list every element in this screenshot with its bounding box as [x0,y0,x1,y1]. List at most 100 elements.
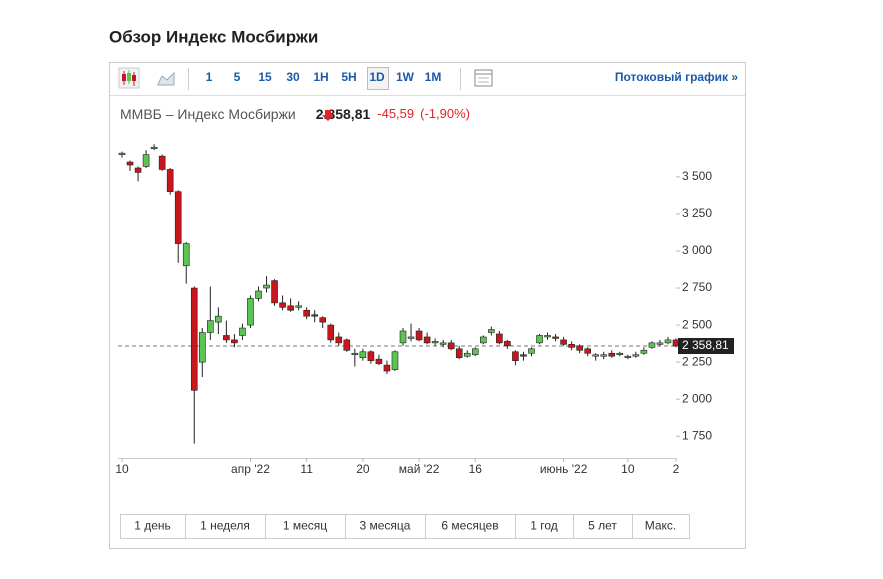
candle-body [632,354,640,357]
y-tick-label: 1 750 [682,428,712,442]
x-tick-label: май '22 [399,462,440,476]
page-title: Обзор Индекс Мосбиржи [109,27,318,46]
x-tick-label: 10 [621,462,635,476]
candle-body [343,339,351,351]
candle-body [351,352,359,356]
candle-body [488,329,495,333]
interval-button[interactable]: 30 [286,70,300,84]
y-tick-label: 3 000 [682,243,712,257]
interval-button[interactable]: 1D [369,70,385,84]
range-button-label[interactable]: 6 месяцев [441,519,498,533]
last-price-label: 2 358,81 [682,338,729,352]
range-button-label[interactable]: 1 год [530,519,558,533]
candle-body [664,339,672,344]
range-button-label[interactable]: 1 день [134,519,171,533]
quote-line: ММВБ – Индекс Мосбиржи 2.358,81 -45,59 (-1,… [120,106,470,122]
range-button-label[interactable]: 1 месяц [283,519,327,533]
widget-frame [109,62,746,549]
candle-body [536,335,543,344]
candle-body [158,155,166,170]
candle-body [648,342,656,348]
candle-body [174,191,182,244]
candle-body [182,243,190,267]
candle-body [423,336,431,344]
range-button-label[interactable]: 1 неделя [200,519,250,533]
candle-body [198,332,206,363]
candle-body [552,336,559,339]
candle-body [311,314,318,317]
candle-body [239,327,246,336]
y-tick-label: 3 500 [682,169,712,183]
candle-body [263,284,270,289]
interval-button[interactable]: 1 [206,70,213,84]
candle-body [391,351,399,370]
candle-body [455,348,463,358]
candle-body [335,336,343,344]
candle-body [640,349,648,354]
candle-body [150,146,158,150]
range-button-label[interactable]: Макс. [645,519,677,533]
area-icon[interactable] [157,71,175,86]
candle-body [367,351,375,361]
interval-button[interactable]: 1H [313,70,328,84]
candle-body [624,355,632,358]
candle-body [568,344,575,348]
candle-body [415,330,423,341]
candle-body [247,298,254,326]
candle-body [207,320,214,333]
candle-body [439,342,447,345]
candle-body [463,352,471,357]
candle-body [616,352,624,356]
y-tick-label: 3 250 [682,206,712,220]
candle-body [223,335,230,341]
candle-body [295,305,302,308]
candle-body [528,348,535,354]
range-button[interactable] [573,514,633,539]
down-arrow [322,110,334,121]
candle-body [303,309,310,317]
candle-body [190,287,198,391]
x-tick-label: 10 [115,462,129,476]
y-tick-label: 2 500 [682,317,712,331]
y-tick-label: 2 250 [682,354,712,368]
range-button-label[interactable]: 5 лет [588,519,617,533]
interval-button[interactable]: 5H [341,70,356,84]
candle-body [600,354,608,357]
candle-body [255,290,262,299]
candle-body [287,305,294,311]
quote-change-pct: (-1,90%) [420,106,470,121]
candle-body [231,339,238,344]
candle-body [134,167,142,173]
range-button[interactable] [425,514,516,539]
interval-button[interactable]: 15 [258,70,272,84]
candle-body [142,154,150,167]
x-tick-label: 16 [469,462,483,476]
candle-icon[interactable] [118,67,140,89]
table-icon[interactable] [474,69,493,87]
interval-button[interactable]: 5 [234,70,241,84]
candle-body [471,348,479,356]
candle-body [504,341,511,347]
range-button[interactable] [632,514,690,539]
candle-body [592,354,600,357]
stream-chart-link[interactable]: Потоковый график » [615,70,738,84]
candle-body [327,324,335,341]
interval-button[interactable]: 1W [396,70,415,84]
quote-name: ММВБ – Индекс Мосбиржи [120,106,296,122]
candle-body [656,342,664,345]
x-tick-label: 11 [300,462,313,476]
interval-button[interactable]: 1M [425,70,442,84]
range-button-label[interactable]: 3 месяца [360,519,411,533]
candle-body [560,339,567,345]
candle-body [520,354,527,357]
candle-body [215,315,222,323]
x-tick-label: июнь '22 [540,462,588,476]
candle-body [496,333,503,344]
candle-body [576,345,583,351]
candle-body [319,317,327,323]
candle-body [383,364,391,372]
candle-body [399,330,407,344]
range-button[interactable] [265,514,346,539]
